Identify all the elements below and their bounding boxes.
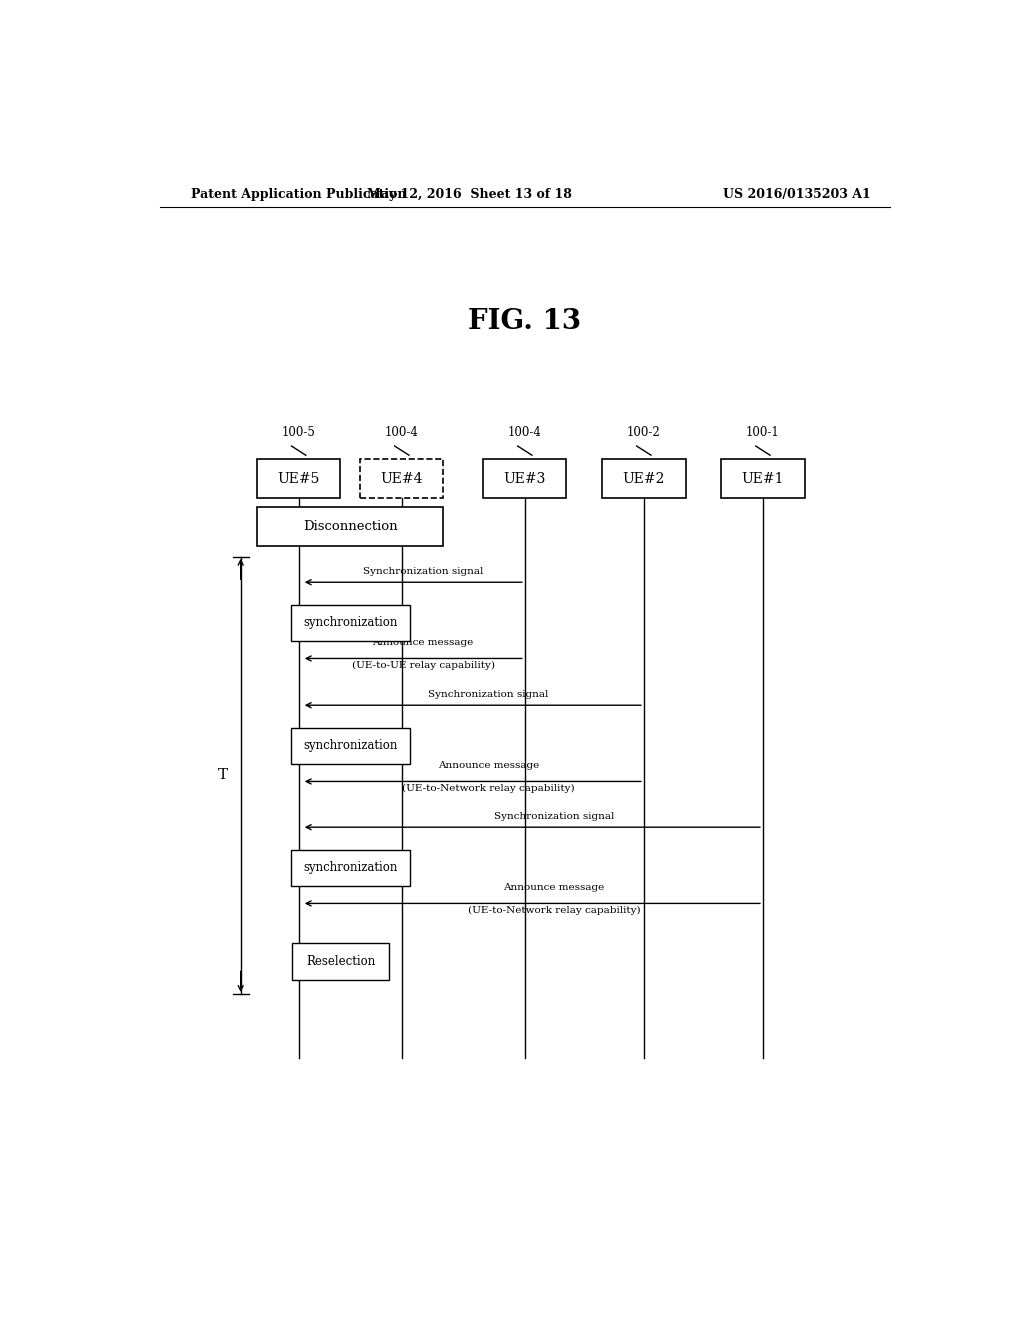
Text: T: T bbox=[218, 768, 228, 783]
Text: US 2016/0135203 A1: US 2016/0135203 A1 bbox=[723, 189, 871, 202]
Text: (UE-to-Network relay capability): (UE-to-Network relay capability) bbox=[468, 906, 640, 915]
Text: Announce message: Announce message bbox=[373, 639, 474, 647]
FancyBboxPatch shape bbox=[602, 459, 685, 498]
Text: synchronization: synchronization bbox=[303, 862, 397, 874]
Text: UE#4: UE#4 bbox=[381, 471, 423, 486]
Text: Reselection: Reselection bbox=[306, 954, 376, 968]
Text: 100-1: 100-1 bbox=[746, 426, 779, 440]
FancyBboxPatch shape bbox=[257, 459, 340, 498]
FancyBboxPatch shape bbox=[483, 459, 566, 498]
Text: (UE-to-UE relay capability): (UE-to-UE relay capability) bbox=[351, 660, 495, 669]
Text: Synchronization signal: Synchronization signal bbox=[494, 812, 614, 821]
FancyBboxPatch shape bbox=[257, 507, 443, 545]
Text: synchronization: synchronization bbox=[303, 739, 397, 752]
Text: Synchronization signal: Synchronization signal bbox=[362, 568, 483, 576]
Text: UE#5: UE#5 bbox=[278, 471, 319, 486]
Text: FIG. 13: FIG. 13 bbox=[468, 308, 582, 334]
Text: Announce message: Announce message bbox=[504, 883, 604, 892]
Text: Synchronization signal: Synchronization signal bbox=[428, 690, 549, 700]
Text: 100-4: 100-4 bbox=[508, 426, 542, 440]
Text: 100-5: 100-5 bbox=[282, 426, 315, 440]
Text: UE#2: UE#2 bbox=[623, 471, 665, 486]
FancyBboxPatch shape bbox=[291, 850, 410, 886]
Text: Patent Application Publication: Patent Application Publication bbox=[191, 189, 407, 202]
FancyBboxPatch shape bbox=[360, 459, 443, 498]
FancyBboxPatch shape bbox=[721, 459, 805, 498]
Text: Announce message: Announce message bbox=[438, 762, 539, 771]
FancyBboxPatch shape bbox=[291, 727, 410, 764]
Text: UE#1: UE#1 bbox=[741, 471, 784, 486]
Text: 100-2: 100-2 bbox=[627, 426, 660, 440]
Text: 100-4: 100-4 bbox=[385, 426, 419, 440]
FancyBboxPatch shape bbox=[291, 605, 410, 642]
Text: synchronization: synchronization bbox=[303, 616, 397, 630]
Text: (UE-to-Network relay capability): (UE-to-Network relay capability) bbox=[402, 784, 574, 792]
FancyBboxPatch shape bbox=[292, 942, 389, 979]
Text: UE#3: UE#3 bbox=[504, 471, 546, 486]
Text: May 12, 2016  Sheet 13 of 18: May 12, 2016 Sheet 13 of 18 bbox=[367, 189, 571, 202]
Text: Disconnection: Disconnection bbox=[303, 520, 397, 533]
